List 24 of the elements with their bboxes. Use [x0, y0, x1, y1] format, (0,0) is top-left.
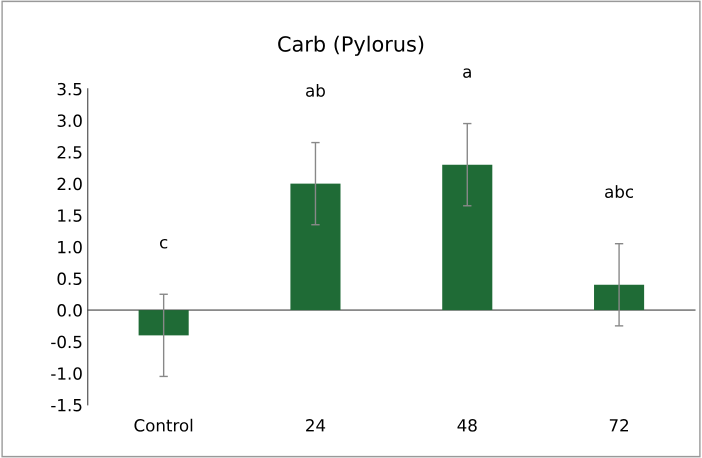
y-tick-label: 1.5 — [58, 209, 82, 222]
y-tick-label: 3.0 — [58, 114, 82, 128]
x-tick-label: Control — [134, 418, 192, 432]
y-tick-label: 0.0 — [57, 304, 82, 317]
y-tick-label: 1.0 — [58, 240, 82, 254]
x-tick-label: 72 — [610, 419, 628, 432]
x-tick-label: 24 — [306, 419, 326, 432]
y-tick-label: 3.5 — [58, 82, 82, 96]
bar — [442, 164, 492, 310]
y-tick-label: 0.5 — [57, 272, 82, 286]
y-tick-label: -1.5 — [51, 399, 82, 412]
annotation: c — [160, 238, 168, 249]
annotation: abc — [605, 185, 634, 198]
y-tick-label: -1.0 — [51, 367, 82, 380]
bar — [138, 310, 189, 336]
bar — [290, 184, 341, 310]
y-tick-label: 2.5 — [58, 146, 82, 159]
x-tick-label: 48 — [457, 419, 477, 432]
annotation: ab — [306, 84, 325, 97]
text: a — [463, 68, 471, 78]
y-tick-label: -0.5 — [51, 336, 82, 348]
chart-title: Carb (Pylorus) — [278, 36, 424, 56]
bar — [594, 284, 644, 310]
y-tick-label: 2.0 — [58, 178, 82, 190]
